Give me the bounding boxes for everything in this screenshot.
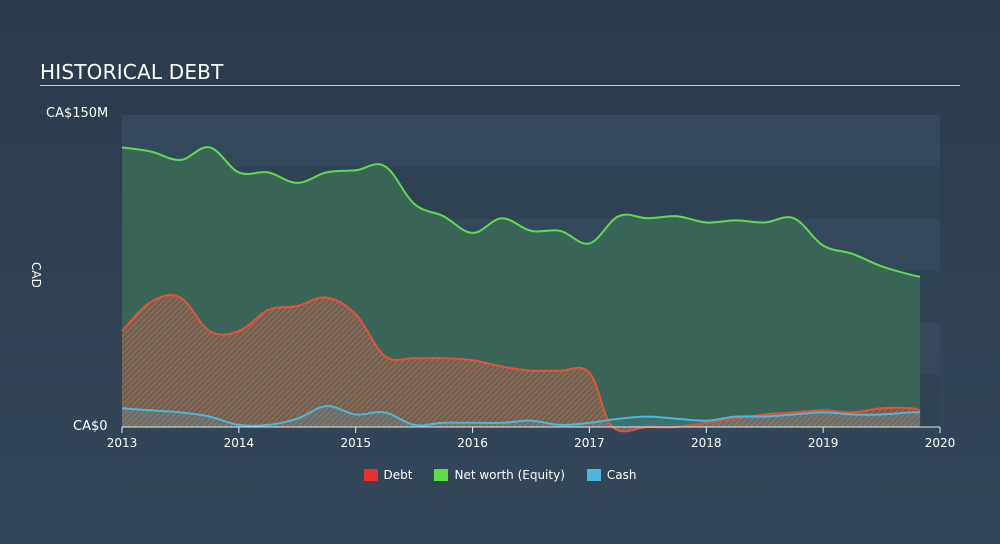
y-axis-min-label: CA$0 [73, 419, 108, 434]
x-tick-label: 2017 [574, 436, 605, 450]
x-tick-label: 2018 [691, 436, 722, 450]
cash-line [121, 405, 921, 427]
debt-area [122, 295, 921, 432]
chart-title: HISTORICAL DEBT [40, 60, 224, 84]
grid-band [122, 115, 940, 167]
legend-item-equity[interactable]: Net worth (Equity) [434, 468, 565, 482]
legend-label-cash: Cash [606, 468, 637, 482]
legend-item-cash[interactable]: Cash [586, 468, 637, 482]
title-divider [40, 85, 960, 86]
x-tick-label: 2014 [224, 436, 255, 450]
debt-line [121, 294, 921, 433]
x-tick-label: 2013 [107, 436, 138, 450]
debt-swatch [363, 469, 378, 481]
legend-item-debt[interactable]: Debt [363, 468, 413, 482]
x-axis: 2013 2014 2015 2016 2017 2018 2019 2020 [107, 426, 956, 450]
legend-label-debt: Debt [383, 468, 413, 482]
x-tick-label: 2019 [808, 436, 839, 450]
cash-swatch [586, 469, 601, 481]
x-tick-label: 2020 [925, 436, 956, 450]
equity-line [121, 146, 921, 278]
legend: Debt Net worth (Equity) Cash [0, 468, 1000, 482]
legend-label-equity: Net worth (Equity) [454, 468, 565, 482]
x-tick-label: 2016 [457, 436, 488, 450]
x-tick-label: 2015 [340, 436, 371, 450]
equity-swatch [434, 469, 449, 481]
y-axis-max-label: CA$150M [46, 106, 109, 121]
